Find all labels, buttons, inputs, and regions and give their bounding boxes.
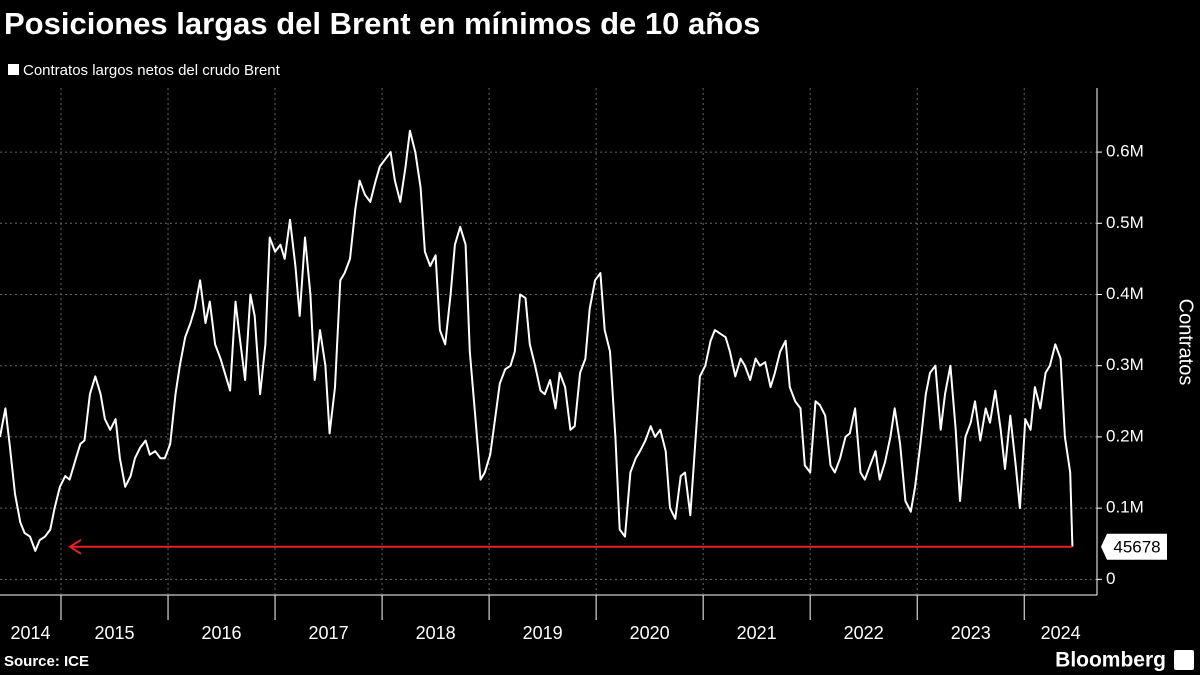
- y-tick-label: 0.4M: [1106, 284, 1144, 303]
- value-label: 45678: [1113, 537, 1160, 556]
- x-tick-label: 2014: [10, 623, 50, 643]
- x-tick-label: 2021: [737, 623, 777, 643]
- x-tick-label: 2024: [1041, 623, 1081, 643]
- legend-label: Contratos largos netos del crudo Brent: [23, 62, 281, 79]
- y-tick-label: 0: [1106, 569, 1115, 588]
- x-tick-label: 2018: [416, 623, 456, 643]
- value-label-box: [1101, 533, 1167, 560]
- brand-icon: [1174, 650, 1194, 670]
- chart-title: Posiciones largas del Brent en mínimos d…: [4, 6, 760, 41]
- y-tick-label: 0.2M: [1106, 426, 1144, 445]
- y-tick-label: 0.6M: [1106, 142, 1144, 161]
- x-tick-label: 2020: [630, 623, 670, 643]
- y-tick-label: 0.3M: [1106, 355, 1144, 374]
- x-tick-label: 2023: [951, 623, 991, 643]
- arrow-head: [68, 538, 82, 555]
- x-tick-label: 2019: [523, 623, 563, 643]
- x-tick-label: 2016: [202, 623, 242, 643]
- y-axis-label: Contratos: [1175, 299, 1197, 386]
- line: [0, 129, 1074, 552]
- y-tick-label: 0.1M: [1106, 498, 1144, 517]
- x-tick-label: 2022: [844, 623, 884, 643]
- x-tick-label: 2015: [94, 623, 134, 643]
- source: Source: ICE: [4, 653, 89, 670]
- y-tick-label: 0.5M: [1106, 213, 1144, 232]
- brand: Bloomberg: [1055, 649, 1166, 672]
- x-tick-label: 2017: [309, 623, 349, 643]
- legend-swatch: [8, 64, 19, 75]
